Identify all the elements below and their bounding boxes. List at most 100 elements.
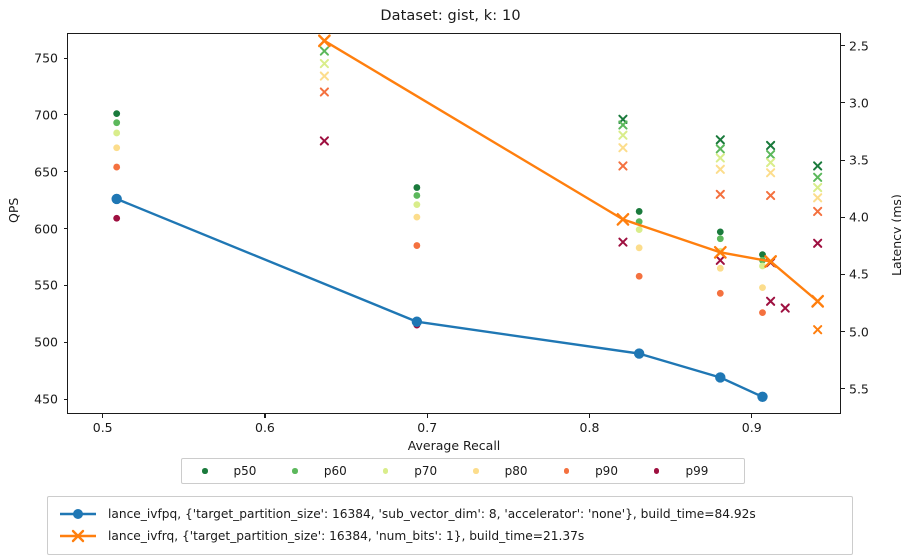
y-tick-mark-left	[63, 341, 67, 343]
y-tick-mark-right	[841, 331, 845, 333]
scatter-point-x	[813, 325, 823, 335]
scatter-point-x	[766, 168, 776, 178]
percentile-legend: p50 p60 p70 p80 p90 p99	[181, 458, 746, 484]
scatter-point-x	[813, 161, 823, 171]
scatter-point-x	[319, 136, 329, 146]
scatter-point-x	[618, 237, 628, 247]
y-tick-mark-left	[63, 228, 67, 230]
y-tick-label-left: 750	[34, 50, 58, 66]
y-tick-mark-left	[63, 284, 67, 287]
y-tick-mark-left	[63, 398, 67, 400]
percentile-legend-label-p70: p70	[414, 464, 438, 478]
x-tick-label: 0.5	[92, 420, 113, 435]
series-legend: lance_ivfpq, {'target_partition_size': 1…	[47, 496, 853, 555]
scatter-point-x	[766, 190, 776, 201]
series-marker-lance_ivfpq	[715, 372, 726, 383]
scatter-point	[635, 244, 643, 252]
scatter-point	[759, 309, 766, 317]
y-tick-mark-right	[841, 45, 845, 47]
percentile-swatch-p60	[292, 468, 298, 474]
x-tick-mark	[426, 414, 428, 418]
scatter-point-x	[715, 144, 725, 154]
series-line-lance_ivfpq	[115, 197, 764, 398]
scatter-point-x	[766, 149, 776, 160]
scatter-point-x	[319, 87, 329, 97]
scatter-point-x	[813, 182, 823, 193]
scatter-point-x	[813, 206, 823, 217]
y-tick-mark-right	[841, 102, 845, 104]
percentile-swatch-p80	[473, 468, 479, 474]
scatter-point	[413, 213, 421, 221]
series-marker-lance_ivfpq	[111, 193, 122, 205]
scatter-point	[113, 129, 121, 137]
percentile-swatch-p50	[202, 468, 208, 474]
scatter-point-x	[766, 296, 776, 306]
series-marker-lance_ivfpq	[411, 316, 423, 327]
scatter-point	[113, 163, 121, 171]
scatter-point-x	[766, 157, 776, 168]
scatter-point	[716, 264, 724, 272]
y-tick-label-right: 3.0	[849, 95, 869, 111]
series-marker-lance_ivfrq	[811, 294, 825, 308]
x-tick-label: 0.7	[417, 420, 438, 435]
scatter-point-x	[319, 71, 329, 81]
series-marker-lance_ivfrq	[317, 34, 331, 48]
y-tick-label-right: 5.5	[849, 381, 869, 397]
scatter-point	[113, 214, 121, 222]
series-marker-lance_ivfrq	[713, 245, 727, 259]
percentile-swatch-p99	[653, 468, 660, 474]
scatter-point-x	[715, 189, 725, 199]
scatter-point-x	[813, 238, 823, 248]
scatter-point	[113, 110, 121, 118]
scatter-point	[413, 192, 421, 199]
percentile-swatch-p70	[382, 468, 389, 474]
scatter-point-x	[715, 135, 725, 145]
y-axis-label-right: Latency (ms)	[889, 194, 901, 276]
series-legend-sample-lance_ivfpq	[58, 505, 98, 523]
scatter-point-x	[813, 193, 823, 203]
series-legend-label-lance_ivfpq: lance_ivfpq, {'target_partition_size': 1…	[108, 507, 756, 521]
series-marker-lance_ivfrq	[764, 255, 778, 268]
scatter-point	[716, 228, 724, 236]
x-tick-mark	[102, 414, 104, 418]
scatter-point-x	[618, 130, 628, 140]
x-tick-mark	[264, 414, 266, 418]
y-tick-label-left: 650	[34, 164, 58, 180]
scatter-point	[635, 208, 643, 215]
y-tick-label-right: 3.5	[849, 152, 869, 168]
scatter-point-x	[780, 303, 790, 313]
percentile-swatch-p90	[563, 468, 570, 474]
y-tick-mark-left	[63, 114, 67, 116]
scatter-point-x	[715, 153, 725, 163]
plot-area	[67, 33, 841, 414]
scatter-point	[413, 184, 421, 191]
x-tick-label: 0.9	[741, 420, 762, 435]
scatter-point-x	[715, 255, 725, 265]
series-legend-row-lance_ivfpq: lance_ivfpq, {'target_partition_size': 1…	[58, 503, 842, 525]
y-tick-label-left: 700	[34, 107, 58, 123]
y-tick-mark-right	[841, 388, 845, 390]
chart-title: Dataset: gist, k: 10	[380, 8, 521, 24]
y-tick-label-left: 600	[34, 221, 58, 237]
x-tick-mark	[751, 414, 753, 418]
scatter-point	[635, 272, 643, 280]
scatter-point	[113, 144, 121, 152]
scatter-point-x	[813, 172, 823, 182]
percentile-legend-label-p99: p99	[685, 464, 709, 478]
x-tick-label: 0.8	[579, 420, 600, 435]
scatter-point-x	[715, 164, 725, 174]
scatter-point	[716, 235, 724, 243]
y-tick-mark-right	[841, 159, 845, 161]
series-legend-label-lance_ivfrq: lance_ivfrq, {'target_partition_size': 1…	[108, 529, 585, 543]
series-legend-sample-lance_ivfrq	[58, 527, 98, 545]
y-axis-label-left: QPS	[6, 197, 21, 223]
y-tick-label-right: 5.0	[849, 324, 869, 340]
scatter-point-x	[618, 120, 628, 130]
y-tick-label-left: 450	[34, 391, 58, 407]
y-tick-label-left: 550	[34, 277, 58, 293]
x-tick-label: 0.6	[255, 420, 275, 435]
y-tick-mark-right	[841, 273, 845, 275]
series-line-lance_ivfrq	[323, 39, 819, 303]
series-legend-row-lance_ivfrq: lance_ivfrq, {'target_partition_size': 1…	[58, 525, 842, 547]
scatter-point-x	[618, 143, 628, 153]
